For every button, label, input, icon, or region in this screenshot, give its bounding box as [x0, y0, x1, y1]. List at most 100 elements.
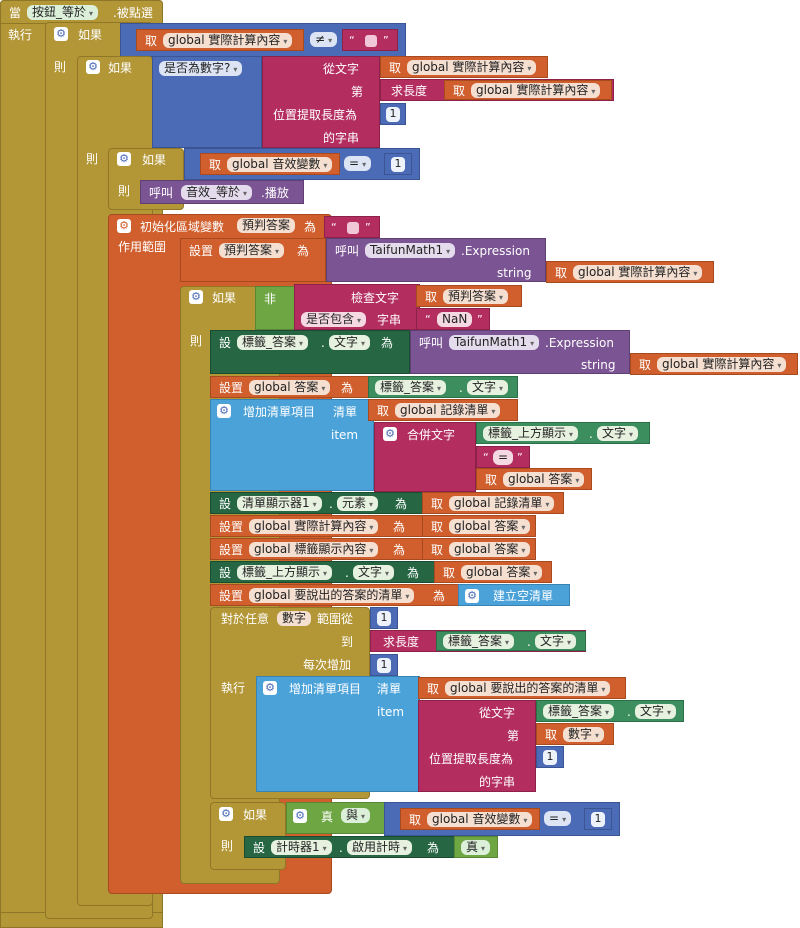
component-dropdown[interactable]: TaifunMath1 ▾: [449, 335, 540, 350]
property-dropdown[interactable]: 文字 ▾: [467, 380, 509, 395]
var-dropdown[interactable]: global 要說出的答案的清單 ▾: [249, 588, 415, 603]
set-local-block[interactable]: 設置 預判答案 ▾ 為: [180, 238, 326, 282]
gear-icon[interactable]: ⚙: [117, 152, 131, 166]
property-dropdown[interactable]: 文字 ▾: [597, 426, 639, 441]
component-dropdown[interactable]: TaifunMath1 ▾: [365, 243, 456, 258]
gear-icon[interactable]: ⚙: [383, 427, 397, 441]
gear-icon[interactable]: ⚙: [217, 404, 231, 418]
not-block[interactable]: 非: [255, 286, 295, 330]
gear-icon[interactable]: ⚙: [86, 60, 100, 74]
substring-block[interactable]: 從文字 第 位置提取長度為 的字串: [262, 56, 380, 148]
number-block[interactable]: 1: [370, 654, 398, 676]
event-header[interactable]: 當 按鈕_等於 ▾ .被點選: [0, 0, 163, 24]
component-dropdown[interactable]: 計時器1 ▾: [271, 840, 332, 855]
create-empty-list-block[interactable]: ⚙ 建立空清單: [458, 584, 570, 606]
set-global-block[interactable]: 設置 global 答案 ▾ 為: [210, 376, 370, 398]
if-block-timer[interactable]: ⚙ 如果 則: [210, 802, 286, 870]
var-dropdown[interactable]: global 實際計算內容 ▾: [573, 265, 703, 280]
number-value[interactable]: 1: [543, 750, 557, 765]
expression-call-block[interactable]: 呼叫 TaifunMath1 ▾ .Expression string: [326, 238, 546, 282]
var-dropdown[interactable]: global 答案 ▾: [249, 380, 331, 395]
component-dropdown[interactable]: 標籤_上方顯示 ▾: [237, 565, 333, 580]
set-property-block[interactable]: 設 計時器1 ▾ . 啟用計時 ▾ 為: [244, 836, 456, 858]
get-property-block[interactable]: 標籤_答案 ▾ . 文字 ▾: [436, 631, 586, 651]
number-value[interactable]: 1: [386, 107, 400, 122]
get-block[interactable]: 取 global 記錄清單 ▾: [422, 492, 564, 514]
set-property-block[interactable]: 設 清單顯示器1 ▾ . 元素 ▾ 為: [210, 492, 424, 514]
component-dropdown[interactable]: 清單顯示器1 ▾: [237, 496, 322, 511]
property-dropdown[interactable]: 文字 ▾: [353, 565, 395, 580]
component-dropdown[interactable]: 標籤_答案 ▾: [237, 335, 309, 350]
var-dropdown[interactable]: global 實際計算內容 ▾: [249, 519, 379, 534]
string-value[interactable]: =: [493, 450, 514, 465]
expression-call-block[interactable]: 呼叫 TaifunMath1 ▾ .Expression string: [410, 330, 630, 374]
component-dropdown[interactable]: 標籤_答案 ▾: [375, 380, 447, 395]
get-block[interactable]: 取 global 記錄清單 ▾: [368, 399, 518, 421]
get-property-block[interactable]: 標籤_答案 ▾ . 文字 ▾: [536, 700, 684, 722]
var-dropdown[interactable]: global 實際計算內容 ▾: [471, 83, 601, 98]
get-block[interactable]: 取 global 答案 ▾: [422, 515, 536, 537]
gear-icon[interactable]: ⚙: [465, 589, 479, 603]
loop-var-name[interactable]: 數字: [277, 611, 312, 626]
set-global-block[interactable]: 設置 global 標籤顯示內容 ▾ 為: [210, 538, 424, 560]
get-block[interactable]: 取 global 答案 ▾: [422, 538, 536, 560]
component-dropdown[interactable]: 標籤_上方顯示 ▾: [483, 426, 579, 441]
and-block[interactable]: ⚙ 真 與 ▾: [286, 802, 386, 834]
operator-dropdown[interactable]: ≠ ▾: [310, 32, 338, 47]
contains-block[interactable]: 檢查文字 是否包含 ▾ 字串: [294, 284, 420, 330]
var-dropdown[interactable]: global 實際計算內容 ▾: [407, 60, 537, 75]
number-value[interactable]: 1: [377, 611, 391, 626]
var-dropdown[interactable]: global 要說出的答案的清單 ▾: [445, 681, 611, 696]
get-block[interactable]: 取 global 實際計算內容 ▾: [136, 29, 304, 51]
get-block[interactable]: 取 global 要說出的答案的清單 ▾: [418, 677, 626, 699]
number-value[interactable]: 1: [391, 157, 405, 172]
contains-dropdown[interactable]: 是否包含 ▾: [301, 312, 367, 327]
call-play-block[interactable]: 呼叫 音效_等於 ▾ .播放: [140, 180, 304, 204]
number-block[interactable]: 1: [384, 153, 412, 175]
set-global-block[interactable]: 設置 global 要說出的答案的清單 ▾ 為: [210, 584, 460, 606]
get-block[interactable]: 取 global 實際計算內容 ▾: [546, 261, 714, 283]
gear-icon[interactable]: ⚙: [54, 27, 68, 41]
get-block[interactable]: 取 global 音效變數 ▾: [200, 153, 340, 175]
equals-string-block[interactable]: “ = ”: [476, 446, 530, 468]
operator-dropdown[interactable]: = ▾: [544, 811, 572, 826]
get-block[interactable]: 取 global 音效變數 ▾: [400, 808, 540, 830]
substring-block[interactable]: 從文字 第 位置提取長度為 的字串: [418, 700, 536, 792]
get-block[interactable]: 取 global 實際計算內容 ▾: [630, 353, 798, 375]
nan-string-block[interactable]: “ NaN ”: [416, 308, 490, 330]
and-dropdown[interactable]: 與 ▾: [341, 808, 371, 823]
is-number-dropdown[interactable]: 是否為數字? ▾: [159, 61, 243, 76]
property-dropdown[interactable]: 文字 ▾: [635, 704, 677, 719]
get-block[interactable]: 取 global 答案 ▾: [476, 468, 592, 490]
set-property-block[interactable]: 設 標籤_上方顯示 ▾ . 文字 ▾ 為: [210, 561, 436, 583]
get-property-block[interactable]: 標籤_答案 ▾ . 文字 ▾: [368, 376, 518, 398]
var-dropdown[interactable]: 數字 ▾: [563, 727, 605, 742]
local-var-name[interactable]: 預判答案: [237, 218, 296, 233]
component-dropdown[interactable]: 標籤_答案 ▾: [543, 704, 615, 719]
var-dropdown[interactable]: global 實際計算內容 ▾: [163, 33, 293, 48]
number-block[interactable]: 1: [536, 746, 564, 768]
number-block[interactable]: 1: [370, 607, 398, 629]
gear-icon[interactable]: ⚙: [117, 219, 131, 233]
empty-string-block[interactable]: “”: [324, 216, 380, 238]
add-list-item-block[interactable]: ⚙ 增加清單項目 清單 item: [256, 676, 420, 792]
property-dropdown[interactable]: 文字 ▾: [535, 634, 577, 649]
number-block[interactable]: 1: [380, 103, 406, 125]
var-dropdown[interactable]: global 音效變數 ▾: [227, 157, 333, 172]
gear-icon[interactable]: ⚙: [263, 681, 277, 695]
property-dropdown[interactable]: 文字 ▾: [329, 335, 371, 350]
operator-dropdown[interactable]: = ▾: [344, 156, 372, 171]
add-list-item-block[interactable]: ⚙ 增加清單項目 清單 item: [210, 399, 374, 491]
get-block[interactable]: 取 global 實際計算內容 ▾: [444, 80, 612, 100]
component-dropdown[interactable]: 標籤_答案 ▾: [443, 634, 515, 649]
var-dropdown[interactable]: 預判答案 ▾: [219, 243, 285, 258]
join-block[interactable]: ⚙ 合併文字: [374, 422, 476, 492]
true-block[interactable]: 真 ▾: [454, 836, 498, 858]
var-dropdown[interactable]: global 音效變數 ▾: [427, 812, 533, 827]
gear-icon[interactable]: ⚙: [293, 809, 307, 823]
var-dropdown[interactable]: global 答案 ▾: [449, 519, 531, 534]
var-dropdown[interactable]: global 標籤顯示內容 ▾: [249, 542, 379, 557]
number-value[interactable]: 1: [591, 812, 605, 827]
number-value[interactable]: 1: [377, 658, 391, 673]
var-dropdown[interactable]: global 答案 ▾: [461, 565, 543, 580]
